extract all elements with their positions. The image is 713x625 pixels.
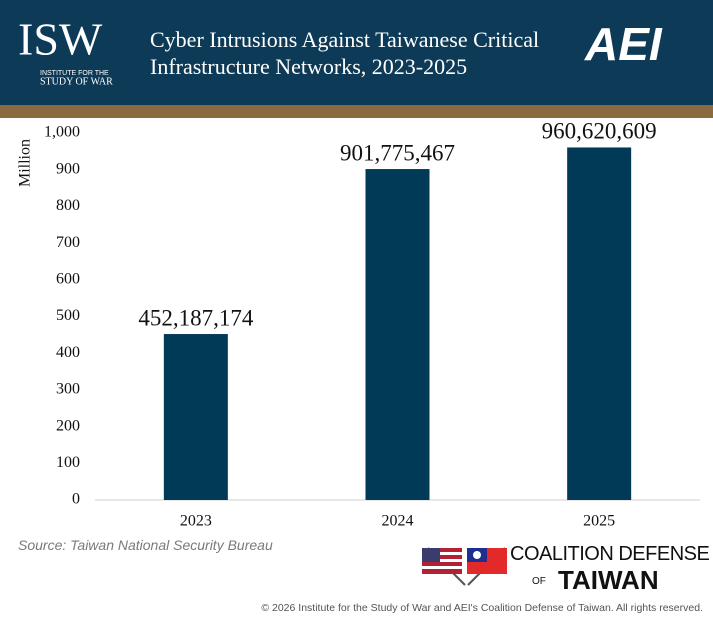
- coalition-logo: TAIWAN: [558, 565, 659, 595]
- isw-logo: ISW: [18, 14, 103, 65]
- source: Source: Taiwan National Security Bureau: [18, 537, 273, 553]
- y-tick-label: 0: [72, 491, 80, 508]
- isw-sub: INSTITUTE FOR THE: [40, 70, 109, 77]
- x-tick-label: 2025: [583, 513, 615, 530]
- aei-logo: AEI: [584, 18, 663, 70]
- x-tick-label: 2023: [180, 513, 212, 530]
- y-tick-label: 1,000: [44, 124, 80, 141]
- value-label: 452,187,174: [138, 305, 254, 330]
- isw-sub: STUDY OF WAR: [40, 76, 113, 87]
- y-tick-label: 500: [56, 307, 80, 324]
- y-tick-label: 300: [56, 381, 80, 398]
- y-tick-label: 100: [56, 454, 80, 471]
- y-axis-label: Million: [17, 139, 34, 187]
- chart-title: Cyber Intrusions Against Taiwanese Criti…: [150, 27, 540, 79]
- y-tick-label: 800: [56, 197, 80, 214]
- header-stripe: [0, 105, 713, 118]
- value-label: 901,775,467: [340, 140, 455, 165]
- bar: [163, 334, 228, 500]
- y-tick-label: 700: [56, 234, 80, 251]
- flags: [422, 547, 507, 586]
- copyright: © 2026 Institute for the Study of War an…: [261, 602, 703, 614]
- coalition-logo: COALITION DEFENSE: [510, 543, 710, 565]
- x-tick-label: 2024: [382, 513, 414, 530]
- value-label: 960,620,609: [542, 119, 657, 144]
- coalition-logo: OF: [532, 576, 546, 587]
- y-tick-label: 200: [56, 417, 80, 434]
- y-tick-label: 600: [56, 270, 80, 287]
- y-tick-label: 400: [56, 344, 80, 361]
- plot: 0 100 200 300 400 500 600 700 800 900 1,000 2023 452…: [44, 119, 700, 530]
- bar: [365, 169, 430, 500]
- bar: [567, 147, 632, 500]
- y-tick-label: 900: [56, 160, 80, 177]
- header-band: [0, 0, 713, 105]
